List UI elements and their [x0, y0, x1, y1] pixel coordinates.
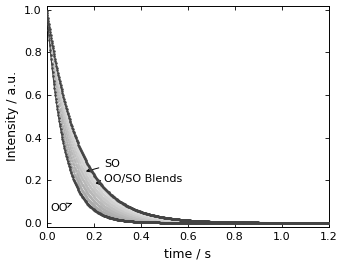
Text: OO/SO Blends: OO/SO Blends [96, 174, 182, 185]
X-axis label: time / s: time / s [164, 247, 211, 260]
Text: SO: SO [87, 159, 120, 172]
Text: OO: OO [51, 203, 71, 213]
Y-axis label: Intensity / a.u.: Intensity / a.u. [5, 71, 19, 161]
